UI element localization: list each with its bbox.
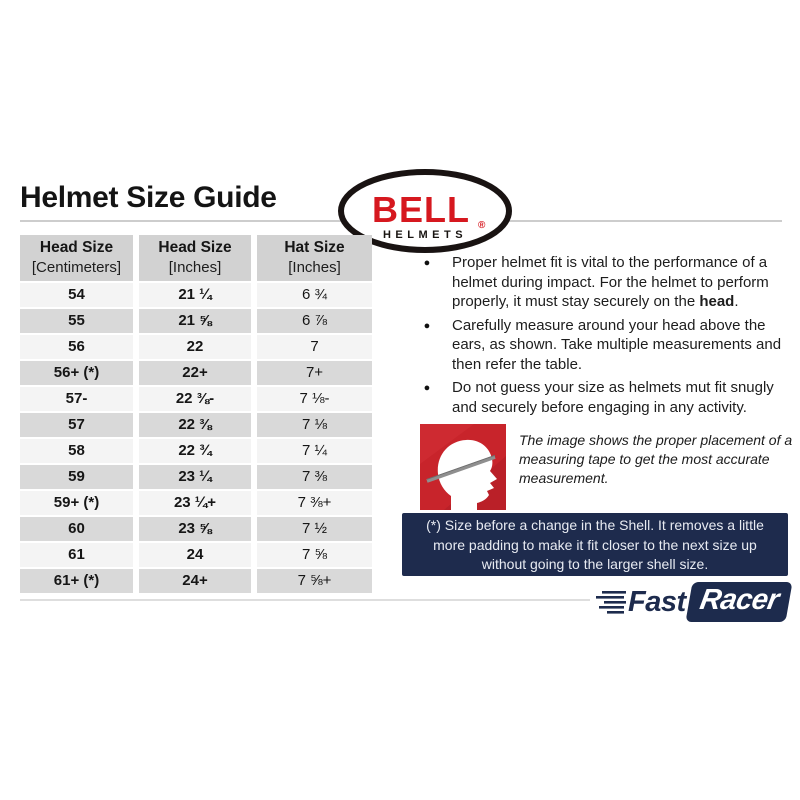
head-silhouette-icon xyxy=(437,439,497,510)
bell-logo-image: BELL ® HELMETS xyxy=(338,169,512,253)
bullet-text-segment: Proper helmet fit is vital to the perfor… xyxy=(452,254,769,310)
cell-inch: 22 xyxy=(139,335,251,359)
bullet-text: Proper helmet fit is vital to the perfor… xyxy=(452,253,769,312)
bell-helmets-text: HELMETS xyxy=(383,229,467,241)
cell-hat: 7 ⅝+ xyxy=(257,569,372,593)
cell-cm: 55 xyxy=(20,309,133,333)
cell-inch: 22 ¾ xyxy=(139,439,251,463)
measuring-tape-edge xyxy=(426,454,496,480)
cell-cm: 60 xyxy=(20,517,133,541)
bell-oval xyxy=(338,169,512,253)
measuring-tape-line xyxy=(426,455,496,483)
bell-brand-text: BELL xyxy=(372,189,470,230)
bullet-text-segment: . xyxy=(734,293,739,310)
cell-inch: 23 ¼+ xyxy=(139,491,251,515)
cell-hat: 7 ½ xyxy=(257,517,372,541)
bullet-marker-icon: ● xyxy=(423,319,431,332)
cell-cm: 61+ (*) xyxy=(20,569,133,593)
cell-hat: 7 xyxy=(257,335,372,359)
cell-cm: 57 xyxy=(20,413,133,437)
bullet-item-fit: ● Proper helmet fit is vital to the perf… xyxy=(402,253,798,312)
shell-note-box: (*) Size before a change in the Shell. I… xyxy=(402,513,788,576)
figure-caption: The image shows the proper placement of … xyxy=(519,432,793,486)
cell-cm: 57- xyxy=(20,387,133,411)
bullet-text-bold: head xyxy=(699,293,735,310)
speed-lines-icon xyxy=(596,591,626,614)
header-title: Hat Size xyxy=(284,239,345,256)
fastracer-racer-text: Racer xyxy=(697,584,781,616)
header-title: Head Size xyxy=(39,239,114,256)
fastracer-racer-badge: Racer xyxy=(685,582,793,622)
cell-inch: 24 xyxy=(139,543,251,567)
cell-cm: 59+ (*) xyxy=(20,491,133,515)
cell-hat: 6 ¾ xyxy=(257,283,372,307)
cell-cm: 54 xyxy=(20,283,133,307)
cell-inch: 23 ⅝ xyxy=(139,517,251,541)
cell-hat: 7 ⅝ xyxy=(257,543,372,567)
bullet-text: Do not guess your size as helmets mut fi… xyxy=(452,379,774,416)
bullet-marker-icon: ● xyxy=(423,257,431,269)
cell-cm: 56+ (*) xyxy=(20,361,133,385)
bullet-item-measure: ● Carefully measure around your head abo… xyxy=(402,316,798,375)
table-header-inches: Head Size [Inches] xyxy=(139,235,251,281)
fastracer-logo: Fast Racer xyxy=(590,580,793,624)
cell-cm: 58 xyxy=(20,439,133,463)
header-subtitle: [Inches] xyxy=(288,259,341,276)
head-measurement-image xyxy=(420,424,506,510)
bullet-text: Carefully measure around your head above… xyxy=(452,316,782,373)
cell-hat: 7 ¼ xyxy=(257,439,372,463)
bell-registered-mark: ® xyxy=(478,220,486,231)
cell-inch: 22+ xyxy=(139,361,251,385)
bullet-item-no-guess: ● Do not guess your size as helmets mut … xyxy=(402,378,798,417)
cell-inch: 22 ⅜ xyxy=(139,413,251,437)
bell-helmets-logo: BELL ® HELMETS xyxy=(337,168,513,259)
table-header-cm: Head Size [Centimeters] xyxy=(20,235,133,281)
footer-divider xyxy=(20,599,782,601)
red-shade-top xyxy=(420,424,474,464)
cell-hat: 7 ⅜ xyxy=(257,465,372,489)
size-table: Head Size [Centimeters] Head Size [Inche… xyxy=(20,235,372,593)
cell-hat: 7 ⅛ xyxy=(257,413,372,437)
page-title: Helmet Size Guide xyxy=(20,181,277,214)
cell-hat: 7 ⅜+ xyxy=(257,491,372,515)
cell-hat: 7 ⅛- xyxy=(257,387,372,411)
cell-inch: 21 ¼ xyxy=(139,283,251,307)
cell-cm: 56 xyxy=(20,335,133,359)
header-title: Head Size xyxy=(158,239,232,256)
fastracer-fast-text: Fast xyxy=(628,585,686,618)
cell-inch: 22 ⅜- xyxy=(139,387,251,411)
table-header-hat: Hat Size [Inches] xyxy=(257,235,372,281)
cell-cm: 59 xyxy=(20,465,133,489)
header-subtitle: [Centimeters] xyxy=(31,259,122,276)
header-subtitle: [Inches] xyxy=(168,259,222,276)
cell-inch: 21 ⅝ xyxy=(139,309,251,333)
cell-hat: 6 ⅞ xyxy=(257,309,372,333)
cell-hat: 7+ xyxy=(257,361,372,385)
bullet-marker-icon: ● xyxy=(423,382,431,394)
fit-tips-list: ● Proper helmet fit is vital to the perf… xyxy=(402,253,798,421)
head-measurement-figure: The image shows the proper placement of … xyxy=(420,424,800,510)
cell-inch: 24+ xyxy=(139,569,251,593)
cell-cm: 61 xyxy=(20,543,133,567)
cell-inch: 23 ¼ xyxy=(139,465,251,489)
